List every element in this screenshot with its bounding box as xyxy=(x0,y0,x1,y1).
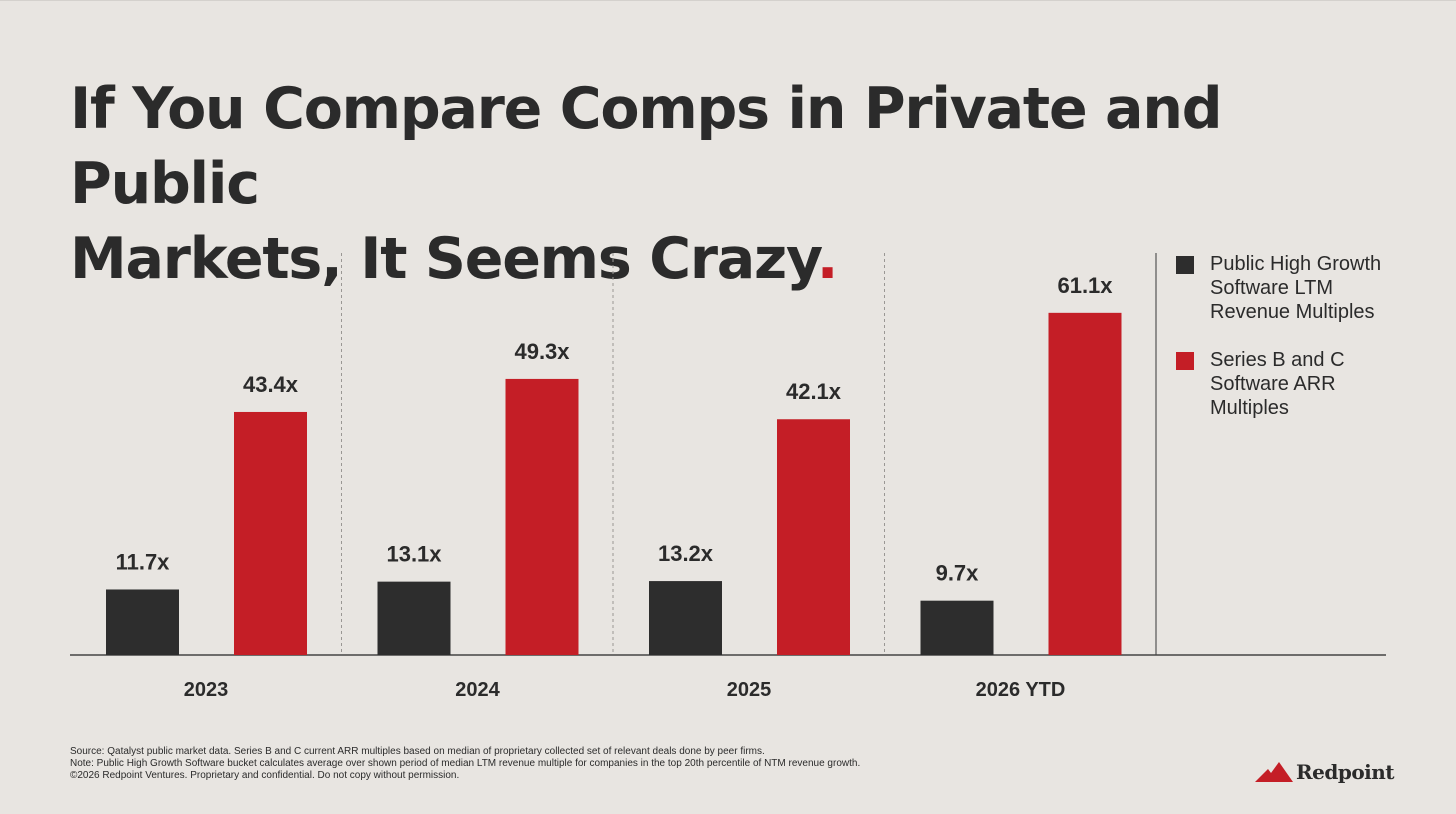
legend-label-public: Public High Growth Software LTM Revenue … xyxy=(1210,253,1382,323)
bar-private xyxy=(777,419,850,655)
redpoint-logo: Redpoint xyxy=(1255,760,1395,784)
title-line-1: If You Compare Comps in Private and Publ… xyxy=(70,76,1223,217)
title-period: . xyxy=(816,226,839,292)
legend-item-private: Series B and C Software ARR Multiples xyxy=(1176,348,1446,420)
x-tick-label: 2024 xyxy=(455,679,500,701)
bar-public xyxy=(377,581,451,655)
footnotes: Source: Qatalyst public market data. Ser… xyxy=(70,746,1070,782)
legend-swatch-public xyxy=(1176,256,1194,274)
logo-text: Redpoint xyxy=(1296,760,1395,784)
data-label: 9.7x xyxy=(936,561,980,586)
bar-public xyxy=(106,589,179,655)
x-tick-label: 2025 xyxy=(727,679,772,701)
footnote-note: Note: Public High Growth Software bucket… xyxy=(70,758,861,769)
data-label: 13.2x xyxy=(658,541,714,566)
x-tick-label: 2023 xyxy=(184,679,229,701)
top-border xyxy=(0,0,1456,1)
page-title: If You Compare Comps in Private and Publ… xyxy=(70,72,1400,297)
data-label: 61.1x xyxy=(1057,273,1113,298)
data-label: 49.3x xyxy=(514,339,570,364)
bar-private xyxy=(505,378,579,655)
bar-private xyxy=(1048,312,1122,655)
data-label: 43.4x xyxy=(243,372,299,397)
legend-label-private: Series B and C Software ARR Multiples xyxy=(1210,349,1345,419)
mountain-logo-icon xyxy=(1255,762,1293,782)
chart-legend: Public High Growth Software LTM Revenue … xyxy=(1176,252,1446,444)
data-label: 13.1x xyxy=(386,542,442,567)
data-label: 11.7x xyxy=(116,549,171,574)
title-line-2: Markets, It Seems Crazy xyxy=(70,226,818,292)
data-label: 42.1x xyxy=(786,379,842,404)
footnote-source: Source: Qatalyst public market data. Ser… xyxy=(70,746,765,757)
x-tick-label: 2026 YTD xyxy=(976,679,1066,701)
legend-swatch-private xyxy=(1176,352,1194,370)
footnote-copyright: ©2026 Redpoint Ventures. Proprietary and… xyxy=(70,770,460,781)
bar-public xyxy=(920,600,994,655)
bar-public xyxy=(649,581,722,655)
legend-item-public: Public High Growth Software LTM Revenue … xyxy=(1176,252,1446,324)
bar-private xyxy=(234,411,307,655)
